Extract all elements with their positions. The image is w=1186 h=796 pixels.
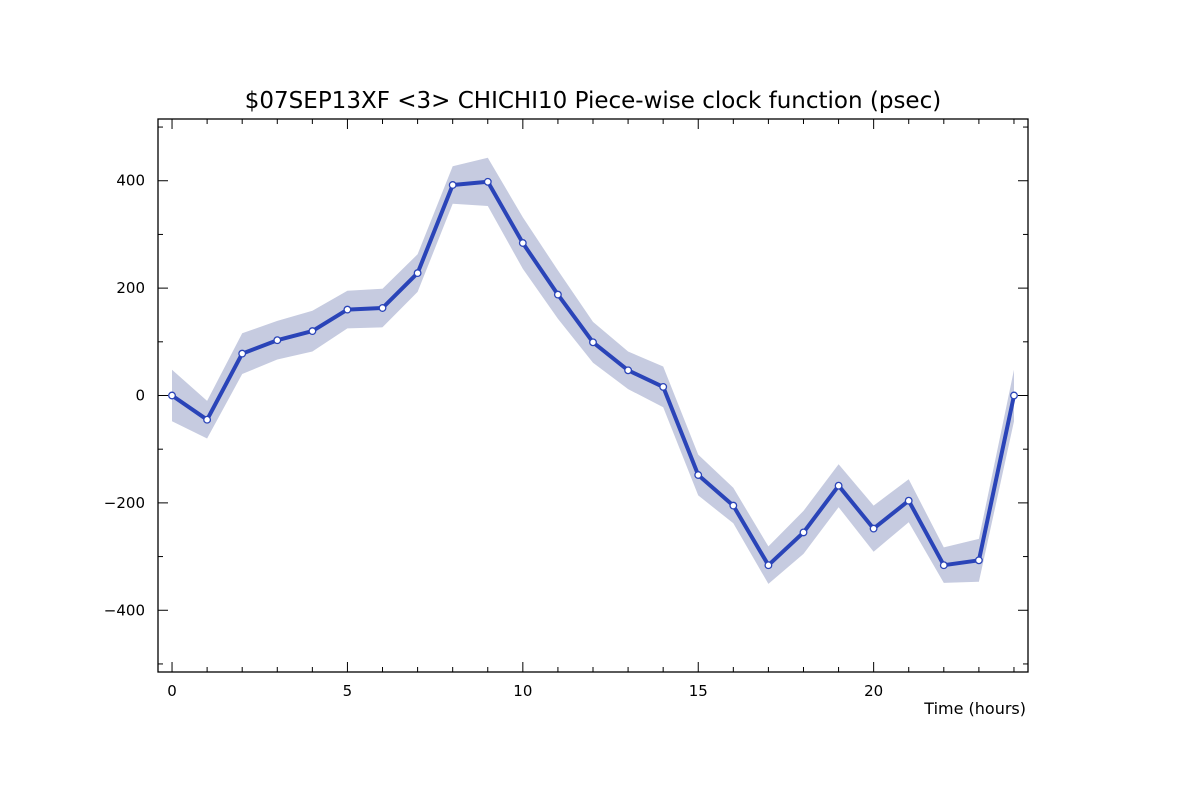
data-point bbox=[378, 304, 387, 312]
y-tick-label: −400 bbox=[104, 601, 145, 619]
data-point bbox=[834, 481, 843, 490]
plot-frame bbox=[157, 118, 1029, 673]
data-point bbox=[308, 327, 317, 336]
data-point bbox=[553, 290, 562, 299]
data-point bbox=[694, 471, 703, 479]
data-point bbox=[624, 366, 633, 375]
data-point bbox=[203, 415, 212, 424]
x-tick-label: 15 bbox=[689, 682, 708, 700]
y-tick-label: 0 bbox=[135, 387, 145, 405]
chart-title: $07SEP13XF <3> CHICHI10 Piece-wise clock… bbox=[245, 88, 941, 114]
data-point bbox=[238, 349, 247, 358]
uncertainty-band bbox=[172, 157, 1014, 584]
data-point bbox=[799, 528, 808, 537]
data-point bbox=[168, 391, 176, 400]
data-point bbox=[343, 305, 352, 314]
data-point bbox=[659, 382, 668, 391]
data-point bbox=[764, 561, 773, 570]
data-point bbox=[904, 496, 913, 505]
uncertainty-band-layer bbox=[172, 157, 1014, 584]
data-point bbox=[939, 561, 948, 570]
data-point-layer bbox=[168, 177, 1018, 570]
y-tick-label: −200 bbox=[104, 494, 145, 512]
y-tick-label: 200 bbox=[116, 279, 145, 297]
data-point bbox=[448, 181, 457, 189]
axis-ticks bbox=[158, 119, 1028, 672]
y-tick-label: 400 bbox=[116, 172, 145, 190]
x-tick-label: 0 bbox=[167, 682, 177, 700]
data-point bbox=[729, 501, 738, 510]
data-point bbox=[589, 338, 597, 347]
x-tick-label: 10 bbox=[513, 682, 532, 700]
x-tick-label: 5 bbox=[343, 682, 353, 700]
x-tick-label: 20 bbox=[864, 682, 883, 700]
data-point bbox=[869, 524, 878, 533]
axis-tick-labels: 0 5 10 15 20 −400 −200 0 200 400 bbox=[104, 172, 883, 700]
data-point bbox=[413, 269, 422, 278]
data-point bbox=[1010, 391, 1018, 400]
x-axis-label: Time (hours) bbox=[923, 699, 1026, 718]
data-point bbox=[483, 177, 492, 186]
data-point bbox=[273, 336, 282, 345]
data-point bbox=[974, 556, 983, 565]
data-point bbox=[518, 239, 527, 247]
